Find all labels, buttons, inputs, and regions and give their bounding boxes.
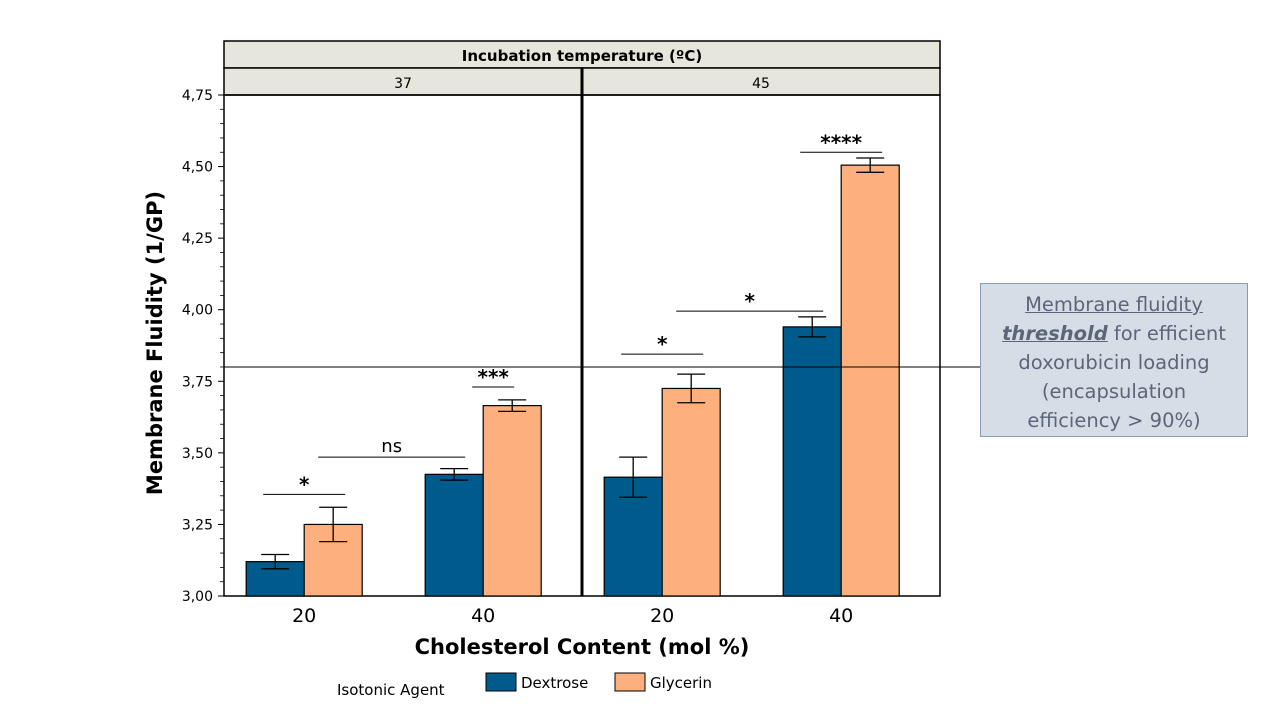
x-tick-label: 40: [829, 605, 853, 627]
bar-glycerin-45c-40: [840, 164, 900, 597]
facet-header-strip: [223, 40, 941, 69]
bar-dextrose-45c-40: [782, 326, 842, 597]
x-tick-label: 20: [650, 605, 674, 627]
significance-label: ****: [820, 130, 862, 154]
note-line-3: doxorubicin loading: [1018, 351, 1210, 374]
x-axis-ticks: 20 40 20 40: [292, 605, 853, 627]
annotations-layer: *ns*********: [263, 130, 883, 496]
y-tick-label: 3,00: [182, 589, 213, 605]
note-threshold-word: threshold: [1002, 322, 1108, 345]
significance-label: *: [299, 472, 310, 496]
bar-dextrose-37c-40: [424, 473, 484, 597]
note-line-1: Membrane fluidity: [1025, 293, 1203, 316]
significance-label: ***: [477, 365, 509, 389]
y-tick-label: 4,00: [182, 303, 213, 319]
legend-swatch-dextrose: [485, 672, 517, 692]
legend-label-dextrose: Dextrose: [521, 674, 588, 692]
bars-layer: [245, 157, 900, 597]
legend-label-glycerin: Glycerin: [650, 674, 712, 692]
note-line-4: (encapsulation: [1041, 380, 1187, 403]
y-tick-label: 4,50: [182, 160, 213, 176]
significance-label: ns: [381, 436, 402, 457]
y-tick-label: 4,25: [182, 231, 213, 247]
y-tick-label: 3,75: [182, 374, 213, 390]
note-line-5: efficiency > 90%): [1027, 409, 1201, 432]
significance-label: *: [744, 289, 755, 313]
facet-label-37: 37: [394, 76, 412, 92]
note-line-2-rest: for efficient: [1107, 322, 1226, 345]
significance-label: *: [657, 332, 668, 356]
y-tick-label: 3,50: [182, 446, 213, 462]
x-axis-title: Cholesterol Content (mol %): [415, 635, 750, 659]
facet-label-45: 45: [752, 76, 770, 92]
facet-header-title: Incubation temperature (ºC): [462, 47, 702, 65]
y-axis-title: Membrane Fluidity (1/GP): [143, 191, 167, 495]
y-axis: 3,00 3,25 3,50 3,75 4,00 4,25 4,50 4,75: [182, 88, 224, 605]
bar-glycerin-37c-40: [482, 405, 542, 597]
threshold-note-box: Membrane fluidity threshold for efficien…: [980, 283, 1248, 437]
x-tick-label: 40: [471, 605, 495, 627]
note-line-2: threshold for efficient: [981, 319, 1247, 348]
legend-title: Isotonic Agent: [337, 681, 445, 699]
x-tick-label: 20: [292, 605, 316, 627]
bar-glycerin-45c-20: [661, 387, 721, 597]
y-tick-label: 4,75: [182, 88, 213, 104]
legend-swatch-glycerin: [614, 672, 646, 692]
y-tick-label: 3,25: [182, 517, 213, 533]
